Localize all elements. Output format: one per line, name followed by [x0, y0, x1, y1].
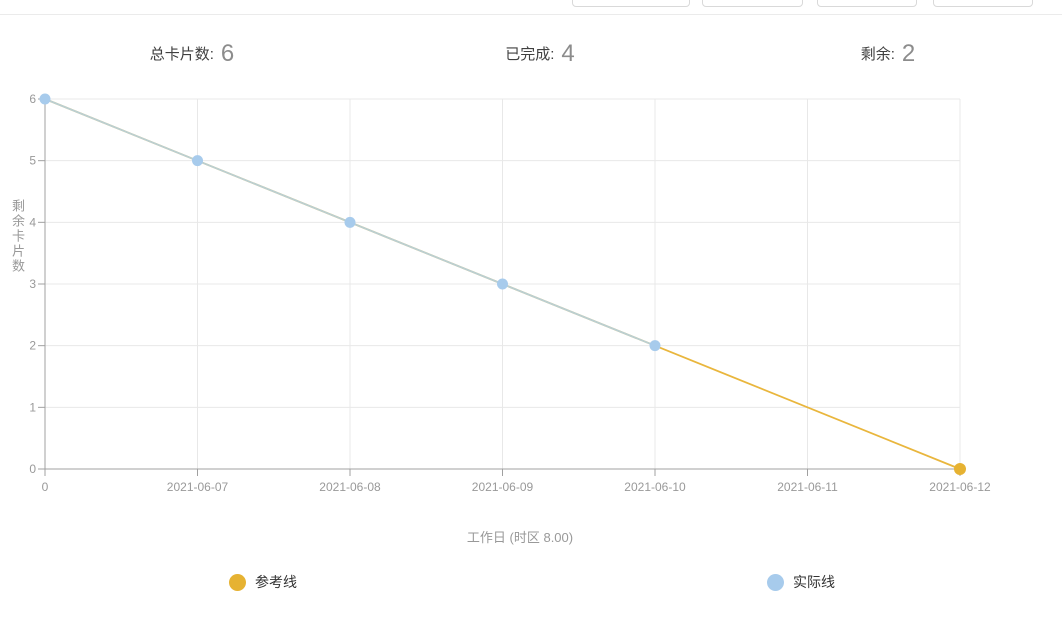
stat-completed: 已完成: 4 — [366, 40, 714, 68]
legend-item-reference-line[interactable]: 参考线 — [229, 572, 297, 592]
actual-line-swatch-icon — [767, 573, 784, 591]
data-point — [649, 340, 661, 352]
reference-line-swatch-icon — [229, 573, 246, 591]
data-point — [39, 93, 51, 105]
x-tick-label: 0 — [42, 480, 49, 494]
data-point — [192, 155, 203, 167]
x-tick-label: 2021-06-12 — [929, 480, 991, 494]
x-tick-label: 2021-06-10 — [624, 480, 686, 494]
stat-remaining-value: 2 — [901, 40, 916, 67]
y-tick-label: 1 — [29, 400, 36, 414]
stat-total-label: 总卡片数: — [149, 46, 214, 63]
y-tick-label: 3 — [29, 277, 36, 291]
y-tick-label: 0 — [29, 462, 36, 476]
y-tick-label: 2 — [29, 339, 36, 353]
stat-remaining: 剩余: 2 — [714, 40, 1062, 68]
y-tick-label: 4 — [29, 215, 36, 229]
stat-completed-label: 已完成: — [505, 46, 555, 63]
chart-legend: 参考线 实际线 — [0, 572, 1062, 594]
legend-label-reference: 参考线 — [255, 574, 297, 590]
y-axis-title: 剩余卡片数 — [10, 199, 25, 274]
toolbar-button-1[interactable] — [572, 0, 690, 7]
x-tick-label: 2021-06-11 — [777, 480, 838, 494]
data-point — [954, 463, 966, 475]
toolbar-button-4[interactable] — [933, 0, 1033, 7]
stat-remaining-label: 剩余: — [860, 46, 895, 63]
x-tick-label: 2021-06-07 — [167, 480, 229, 494]
x-tick-label: 2021-06-08 — [319, 480, 381, 494]
stat-total: 总卡片数: 6 — [18, 40, 366, 68]
x-tick-label: 2021-06-09 — [472, 480, 534, 494]
stats-row: 总卡片数: 6 已完成: 4 剩余: 2 — [0, 40, 1062, 68]
data-point — [344, 216, 356, 228]
toolbar-button-2[interactable] — [702, 0, 803, 7]
toolbar-button-3[interactable] — [817, 0, 917, 7]
y-tick-label: 6 — [29, 92, 36, 106]
y-tick-label: 5 — [29, 154, 36, 168]
legend-item-actual-line[interactable]: 实际线 — [767, 572, 835, 592]
x-axis-title: 工作日 (时区 8.00) — [466, 530, 574, 545]
legend-label-actual: 实际线 — [793, 574, 835, 590]
stat-total-value: 6 — [220, 40, 235, 67]
stat-completed-value: 4 — [561, 40, 575, 67]
top-divider — [0, 14, 1062, 15]
data-point — [497, 278, 508, 290]
